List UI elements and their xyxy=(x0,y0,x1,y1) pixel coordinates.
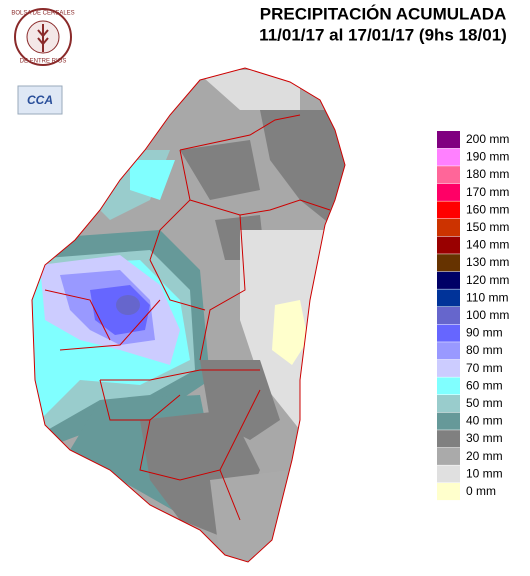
legend-label: 10 mm xyxy=(466,466,503,480)
legend-swatch xyxy=(437,465,460,483)
logo-text: CCA xyxy=(27,93,53,107)
legend-label: 200 mm xyxy=(466,132,509,146)
legend-swatch xyxy=(437,377,460,395)
legend-label: 100 mm xyxy=(466,308,509,322)
legend-label: 20 mm xyxy=(466,449,503,463)
legend-swatch xyxy=(437,307,460,325)
legend-swatch xyxy=(437,166,460,184)
legend-label: 130 mm xyxy=(466,255,509,269)
legend-label: 150 mm xyxy=(466,220,509,234)
legend-swatch xyxy=(437,219,460,237)
logo-text: BOLSA DE CEREALES xyxy=(11,11,74,17)
legend-swatch xyxy=(437,131,460,149)
legend-label: 160 mm xyxy=(466,202,509,216)
legend-label: 120 mm xyxy=(466,273,509,287)
legend-swatch xyxy=(437,183,460,201)
legend-swatch xyxy=(437,148,460,166)
logo-text: DE ENTRE RIOS xyxy=(20,59,67,65)
legend-swatch xyxy=(437,236,460,254)
legend-swatch xyxy=(437,342,460,360)
legend-label: 190 mm xyxy=(466,150,509,164)
precip-map xyxy=(32,68,345,562)
legend-label: 140 mm xyxy=(466,238,509,252)
legend-label: 80 mm xyxy=(466,343,503,357)
legend-swatch xyxy=(437,412,460,430)
title: PRECIPITACIÓN ACUMULADA xyxy=(260,4,507,23)
legend-label: 60 mm xyxy=(466,378,503,392)
legend-label: 0 mm xyxy=(466,484,496,498)
legend-label: 50 mm xyxy=(466,396,503,410)
legend: 200 mm 190 mm 180 mm 170 mm 160 mm 150 mm 140 … xyxy=(437,131,509,501)
cca-logo: CCA xyxy=(17,85,63,115)
legend-swatch xyxy=(437,430,460,448)
bolsa-logo: BOLSA DE CEREALES DE ENTRE RIOS xyxy=(11,8,75,66)
legend-label: 70 mm xyxy=(466,361,503,375)
department-borders xyxy=(31,67,346,563)
legend-swatch xyxy=(437,254,460,272)
legend-swatch xyxy=(437,395,460,413)
legend-swatch xyxy=(437,201,460,219)
subtitle: 11/01/17 al 17/01/17 (9hs 18/01) xyxy=(259,25,507,44)
legend-swatch xyxy=(437,483,460,501)
legend-label: 30 mm xyxy=(466,431,503,445)
legend-label: 110 mm xyxy=(466,290,508,304)
legend-label: 180 mm xyxy=(466,167,509,181)
legend-swatch xyxy=(437,324,460,342)
legend-label: 40 mm xyxy=(466,414,503,428)
legend-swatch xyxy=(437,271,460,289)
legend-swatch xyxy=(437,289,460,307)
legend-label: 170 mm xyxy=(466,185,509,199)
legend-swatch xyxy=(437,447,460,465)
legend-label: 90 mm xyxy=(466,326,503,340)
legend-swatch xyxy=(437,359,460,377)
